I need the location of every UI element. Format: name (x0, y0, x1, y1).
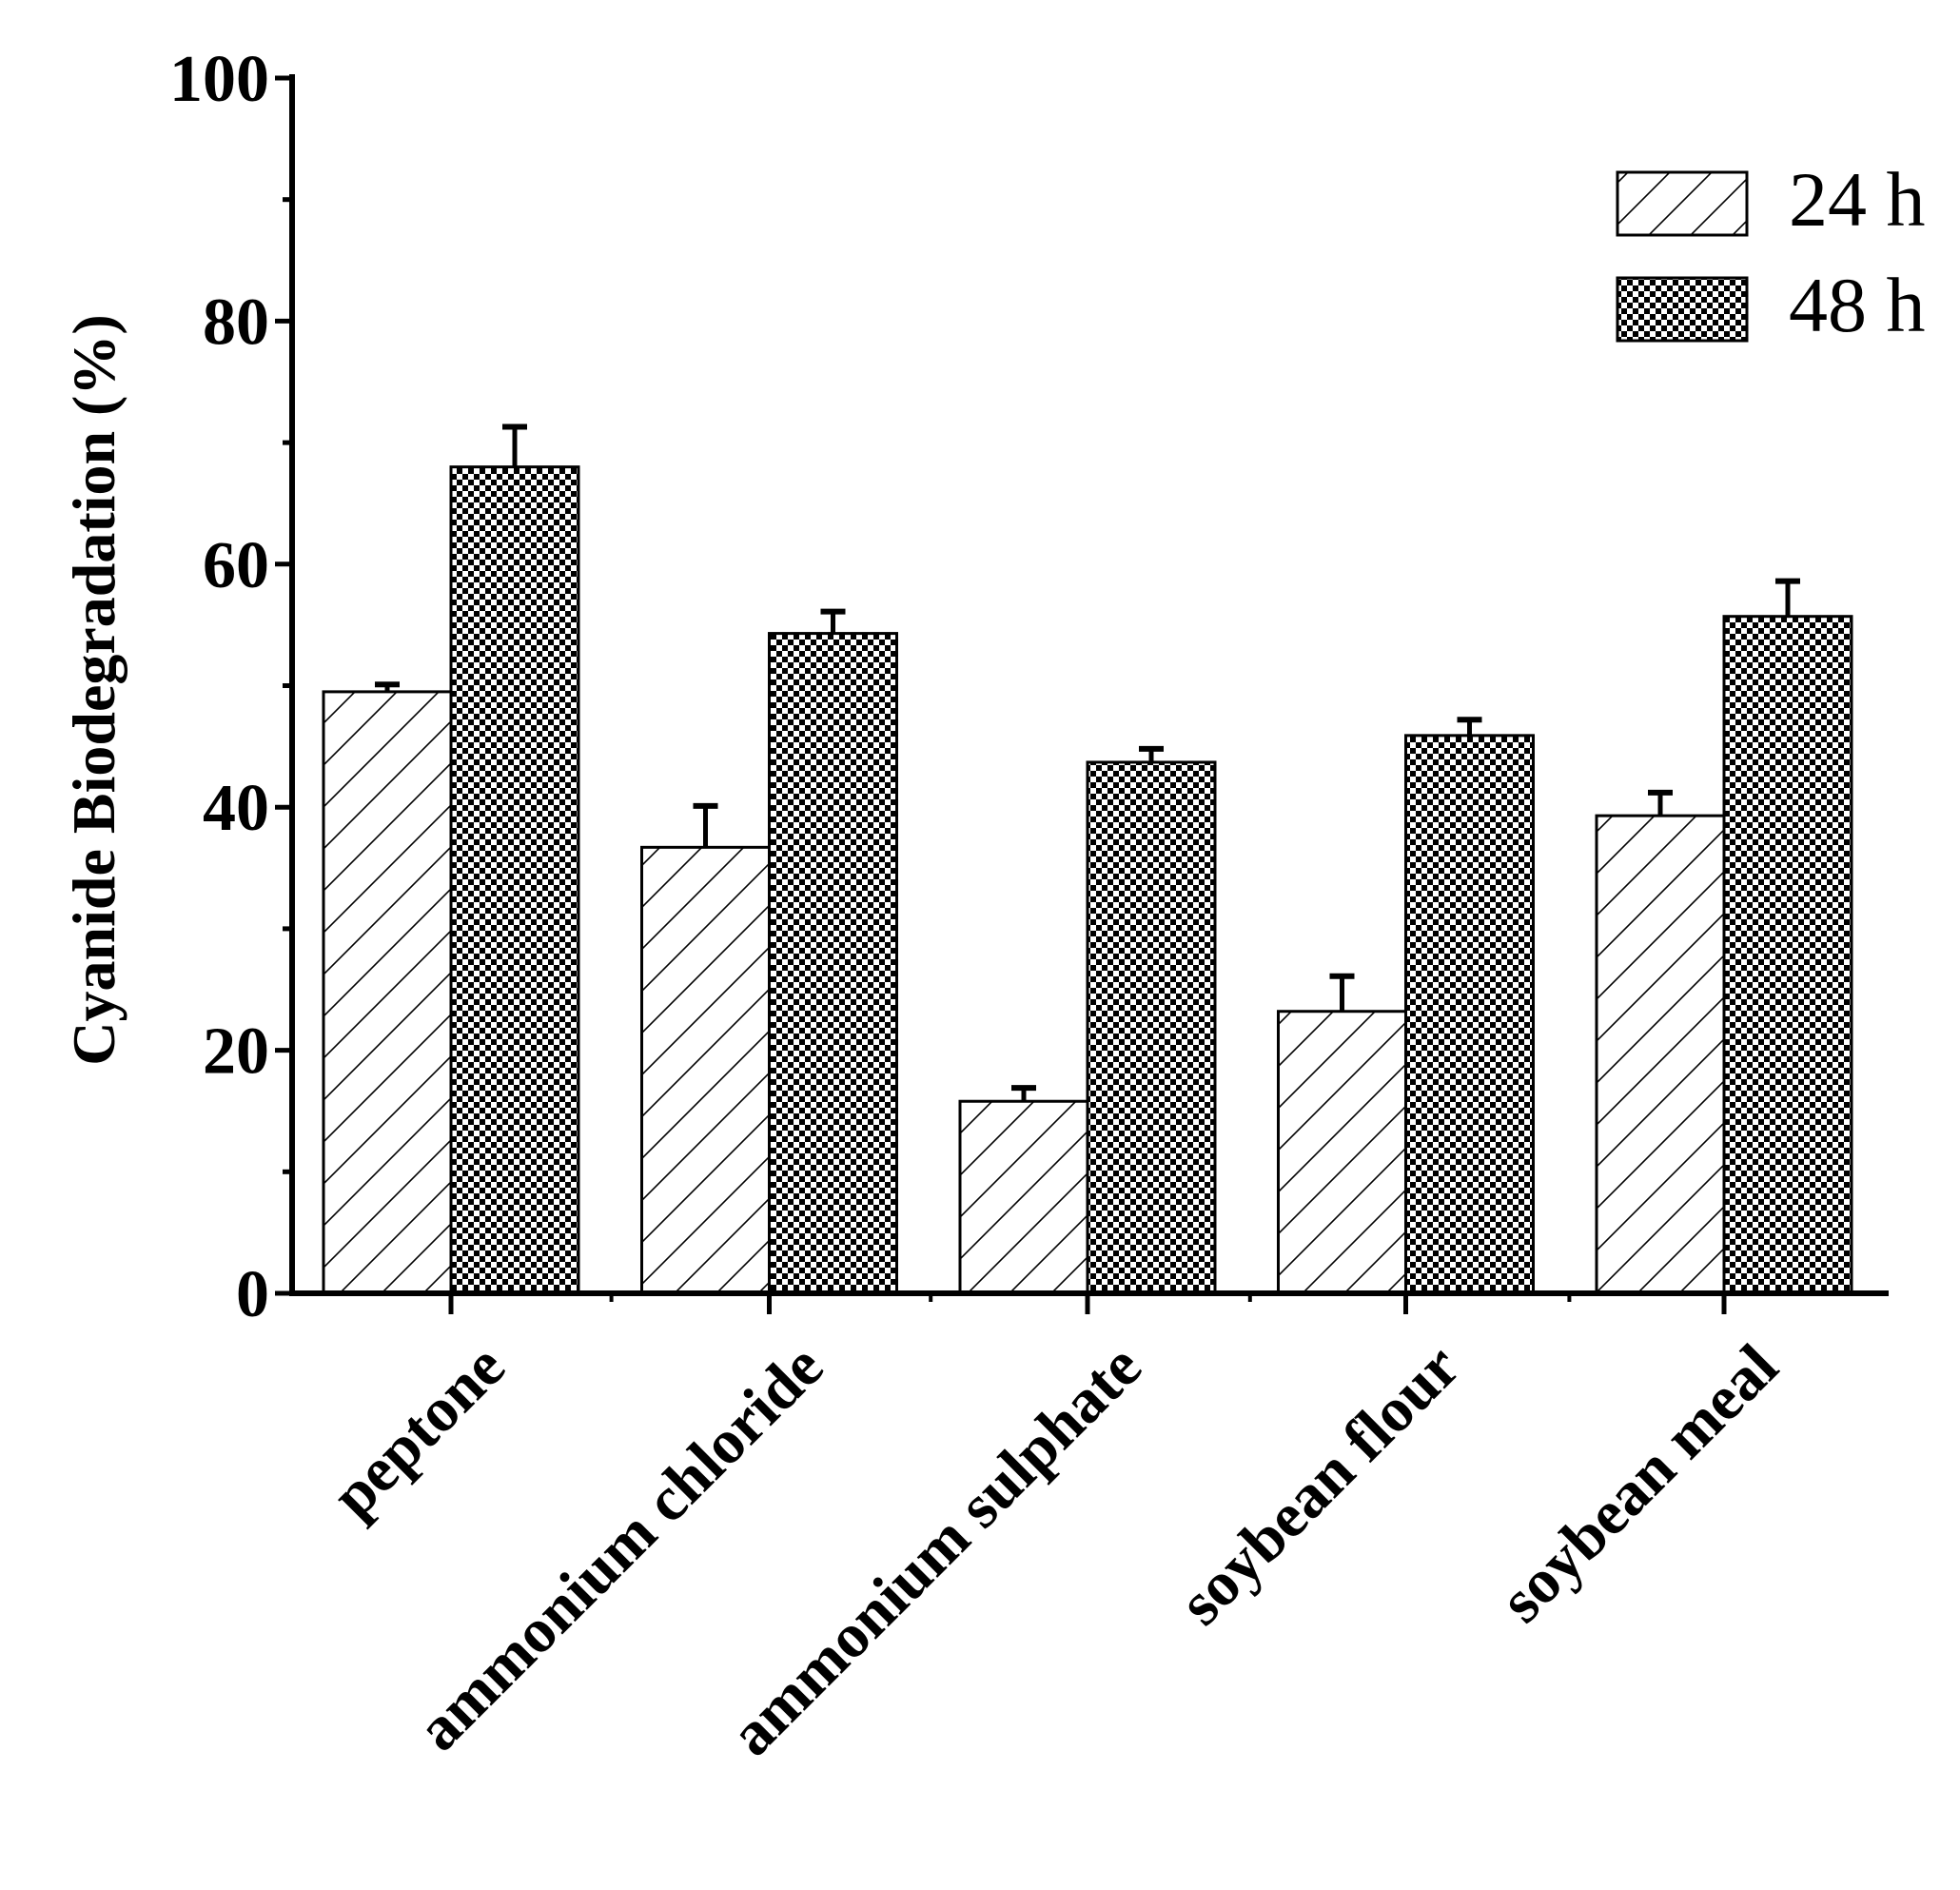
legend: 24 h 48 h (1616, 156, 1926, 348)
y-tick-labels: 0 20 40 60 80 100 (169, 43, 269, 1331)
y-tick-label-100: 100 (169, 43, 269, 116)
y-tick-label-0: 0 (236, 1258, 269, 1331)
bar-48h-ammonium-sulphate (1086, 760, 1217, 1295)
bar-48h-soybean-meal (1722, 615, 1853, 1295)
legend-label-24h: 24 h (1789, 156, 1926, 243)
bar-24h-soybean-flour (1277, 1010, 1407, 1295)
bar-48h-peptone (449, 465, 580, 1295)
bar-48h-ammonium-chloride (768, 632, 898, 1295)
y-tick-label-40: 40 (203, 772, 269, 845)
bar-24h-ammonium-chloride (640, 845, 771, 1295)
y-tick-label-80: 80 (203, 285, 269, 359)
bar-24h-ammonium-sulphate (958, 1099, 1089, 1295)
legend-label-48h: 48 h (1789, 262, 1926, 348)
y-axis-title: Cyanide Biodegradation (%) (60, 314, 127, 1065)
axes-layer (275, 74, 1889, 1314)
x-label-peptone: peptone (319, 1331, 519, 1531)
error-bars-layer (375, 423, 1800, 1102)
y-tick-label-60: 60 (203, 529, 269, 602)
bars-layer (322, 465, 1853, 1295)
bar-24h-soybean-meal (1595, 814, 1726, 1295)
x-label-soybean-meal: soybean meal (1487, 1331, 1792, 1636)
y-tick-label-20: 20 (203, 1015, 269, 1089)
legend-swatch-24h (1616, 170, 1749, 237)
x-label-soybean-flour: soybean flour (1166, 1331, 1474, 1639)
plot-area (275, 74, 1889, 1314)
legend-swatch-48h (1616, 276, 1749, 343)
bar-24h-peptone (322, 690, 453, 1295)
bar-48h-soybean-flour (1404, 734, 1535, 1295)
